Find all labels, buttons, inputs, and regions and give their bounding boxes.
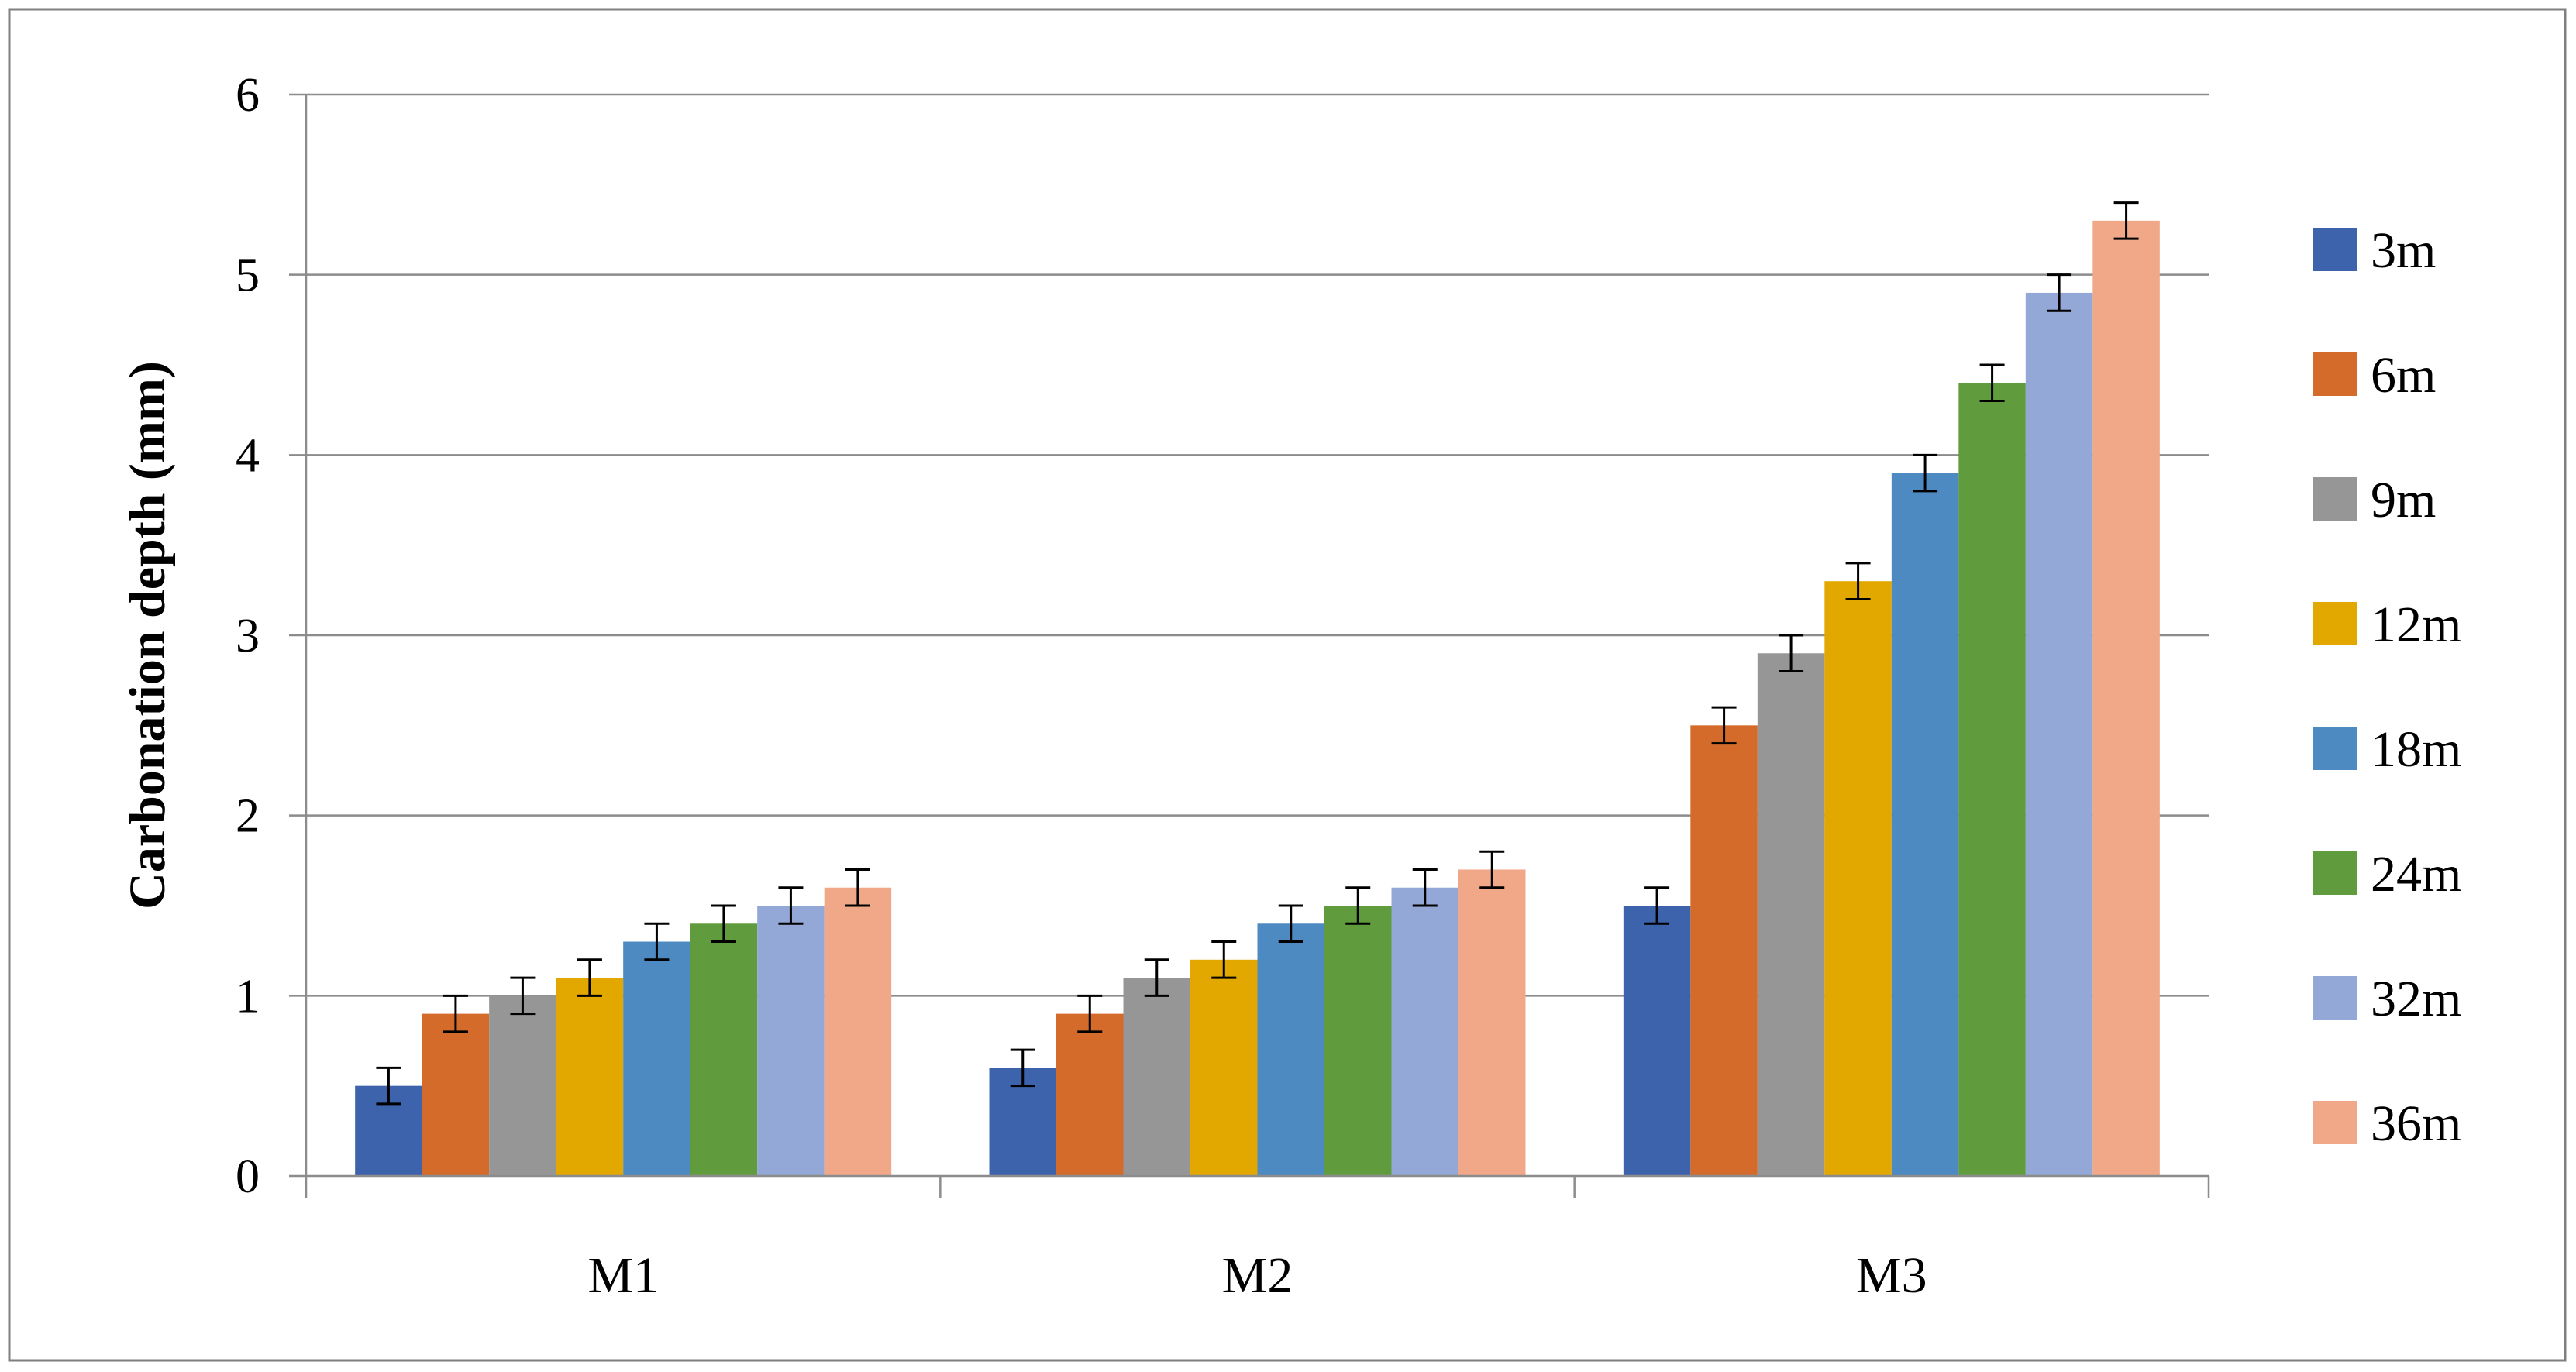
y-tick-label: 0 [236,1150,260,1203]
error-bar-36m-m2 [1479,850,1505,889]
y-axis-label: Carbonation depth (mm) [119,361,176,910]
bar-9m-m2 [1123,978,1190,1176]
error-bar-36m-m3 [2113,201,2139,240]
error-bar-18m-m3 [1913,453,1938,493]
error-bar-6m-m1 [443,994,468,1033]
bar-24m-m3 [1958,383,2026,1176]
legend-swatch-24m [2313,851,2357,895]
category-label-m3: M3 [1856,1247,1927,1304]
bar-6m-m2 [1056,1013,1124,1176]
bar-18m-m1 [623,941,690,1176]
error-bar-3m-m2 [1010,1048,1035,1088]
error-bar-9m-m3 [1779,634,1804,673]
y-tick-label: 4 [236,429,260,482]
bar-3m-m3 [1623,906,1691,1176]
legend-label-18m: 18m [2371,721,2461,778]
y-tick-label: 3 [236,610,260,662]
error-bar-32m-m3 [2047,273,2072,312]
error-bar-36m-m1 [845,868,870,907]
bar-6m-m1 [422,1013,490,1176]
error-bar-24m-m2 [1345,886,1371,925]
bar-36m-m1 [824,887,892,1176]
bar-18m-m2 [1257,923,1324,1176]
error-bar-12m-m3 [1845,562,1871,600]
legend-swatch-18m [2313,727,2357,770]
category-labels: M1 M2 M3 [587,1247,1927,1304]
error-bar-18m-m2 [1278,904,1303,944]
error-bar-9m-m1 [510,976,536,1016]
legend-label-6m: 6m [2371,347,2436,404]
error-bar-12m-m2 [1211,940,1237,979]
legend-label-9m: 9m [2371,472,2436,528]
bar-12m-m1 [556,978,624,1176]
legend-swatch-3m [2313,228,2357,271]
bar-24m-m1 [690,923,758,1176]
legend-label-12m: 12m [2371,597,2461,653]
category-label-m1: M1 [587,1247,659,1304]
y-tick-label: 5 [236,249,260,302]
y-tick-label: 1 [236,970,260,1023]
legend-label-32m: 32m [2371,971,2461,1027]
legend-swatch-6m [2313,352,2357,396]
bar-36m-m2 [1458,869,1526,1176]
legend-label-3m: 3m [2371,222,2436,279]
bar-32m-m2 [1391,887,1458,1176]
bar-32m-m3 [2025,292,2093,1176]
legend: 3m 6m 9m 12m 18m 24m 32m 36m [2313,222,2461,1152]
bar-9m-m1 [489,995,556,1176]
bar-6m-m3 [1690,725,1758,1176]
error-bar-3m-m1 [376,1066,401,1106]
error-bar-18m-m1 [644,922,670,961]
bars [355,201,2160,1176]
bar-32m-m1 [757,906,825,1176]
y-tick-label: 6 [236,69,260,122]
error-bar-24m-m1 [711,904,736,944]
error-bar-32m-m2 [1412,868,1438,907]
y-tick-labels: 0 1 2 3 4 5 6 [236,69,306,1203]
error-bar-3m-m3 [1644,886,1670,925]
legend-swatch-9m [2313,477,2357,521]
error-bar-6m-m3 [1711,706,1737,745]
bar-9m-m3 [1757,653,1825,1176]
error-bar-12m-m1 [577,958,602,997]
error-bar-6m-m2 [1077,994,1103,1033]
bar-24m-m2 [1324,906,1392,1176]
legend-label-36m: 36m [2371,1095,2461,1152]
category-label-m2: M2 [1222,1247,1293,1304]
y-tick-label: 2 [236,790,260,843]
error-bar-32m-m1 [778,886,804,925]
error-bar-24m-m3 [1979,363,2005,403]
error-bar-9m-m2 [1144,958,1169,997]
legend-swatch-12m [2313,602,2357,645]
bar-18m-m3 [1891,473,1959,1176]
bar-36m-m3 [2092,220,2160,1176]
legend-swatch-36m [2313,1101,2357,1144]
legend-label-24m: 24m [2371,846,2461,903]
bar-12m-m3 [1824,581,1892,1176]
legend-swatch-32m [2313,976,2357,1020]
bar-12m-m2 [1190,959,1258,1176]
